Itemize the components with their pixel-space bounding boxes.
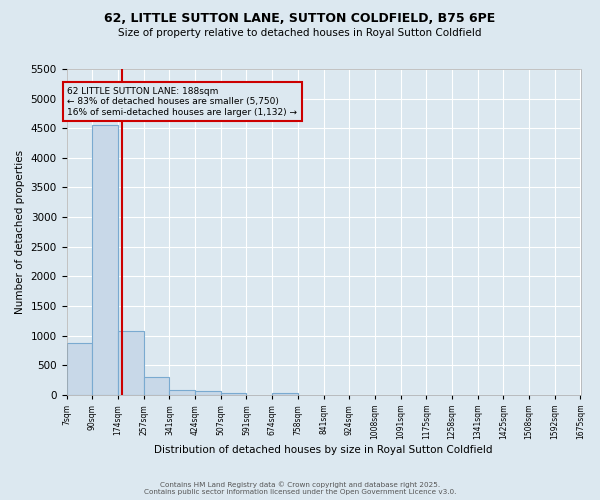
Text: 62 LITTLE SUTTON LANE: 188sqm
← 83% of detached houses are smaller (5,750)
16% o: 62 LITTLE SUTTON LANE: 188sqm ← 83% of d… [67,87,297,117]
Bar [272,393,298,395]
Bar [221,392,247,395]
X-axis label: Distribution of detached houses by size in Royal Sutton Coldfield: Distribution of detached houses by size … [154,445,493,455]
Bar [118,331,143,395]
Text: Size of property relative to detached houses in Royal Sutton Coldfield: Size of property relative to detached ho… [118,28,482,38]
Bar [143,378,169,395]
Text: Contains HM Land Registry data © Crown copyright and database right 2025.
Contai: Contains HM Land Registry data © Crown c… [144,482,456,495]
Bar [67,342,92,395]
Bar [92,126,118,395]
Bar [169,390,195,395]
Text: 62, LITTLE SUTTON LANE, SUTTON COLDFIELD, B75 6PE: 62, LITTLE SUTTON LANE, SUTTON COLDFIELD… [104,12,496,26]
Bar [195,391,221,395]
Y-axis label: Number of detached properties: Number of detached properties [15,150,25,314]
